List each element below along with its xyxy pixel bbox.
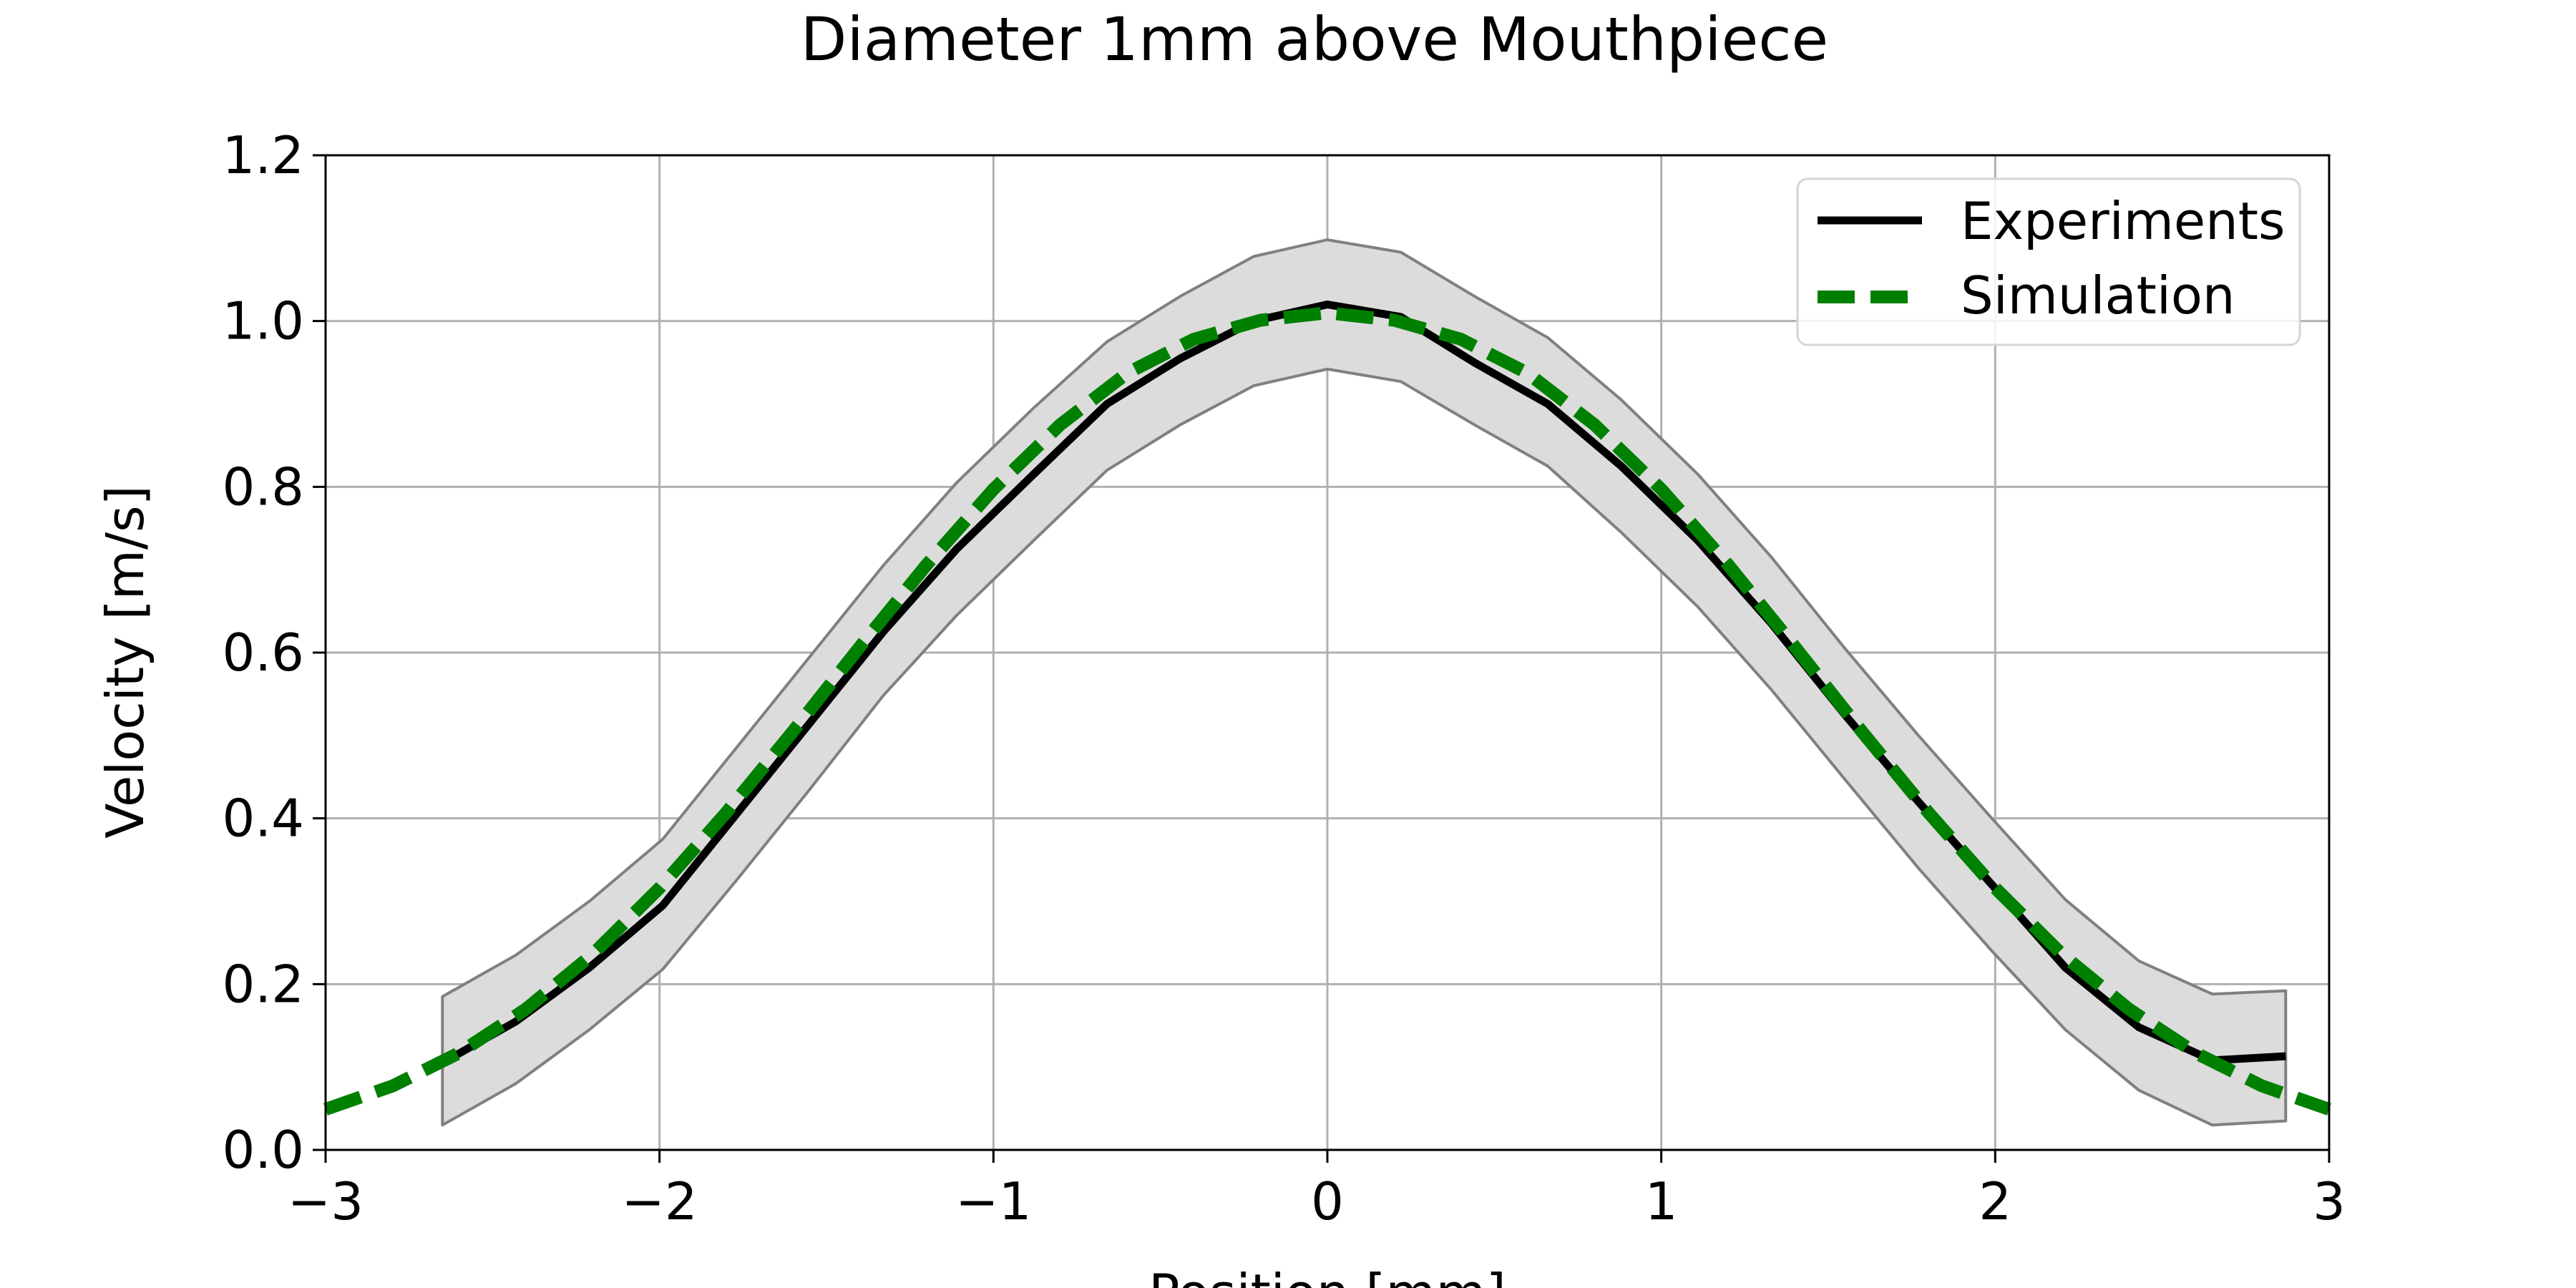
x-tick-label-3: 0 xyxy=(1311,1171,1344,1231)
legend-label-experiments: Experiments xyxy=(1961,191,2285,251)
y-tick-label-6: 1.2 xyxy=(222,125,304,185)
x-axis-label: Position [mm] xyxy=(1148,1263,1506,1288)
y-tick-label-4: 0.8 xyxy=(222,457,304,517)
x-tick-label-2: −1 xyxy=(955,1171,1031,1231)
y-tick-label-5: 1.0 xyxy=(222,291,304,351)
series-layer xyxy=(323,301,2331,1116)
x-tick-label-1: −2 xyxy=(622,1171,698,1231)
y-tick-label-2: 0.4 xyxy=(222,789,304,849)
ticks: −3 −2 −1 0 1 2 3 0.0 0.2 0.4 0.6 0.8 1.0 1.2 xyxy=(222,125,2345,1231)
uncertainty-band-area xyxy=(441,238,2288,1127)
x-tick-label-0: −3 xyxy=(288,1171,364,1231)
x-tick-label-4: 1 xyxy=(1645,1171,1678,1231)
uncertainty-band xyxy=(441,238,2288,1127)
chart-title: Diameter 1mm above Mouthpiece xyxy=(801,4,1828,74)
legend-box xyxy=(1796,177,2301,346)
x-tick-label-5: 2 xyxy=(1979,1171,2011,1231)
y-tick-label-3: 0.6 xyxy=(222,623,304,683)
y-tick-label-0: 0.0 xyxy=(222,1120,304,1180)
legend: Experiments Simulation xyxy=(1796,177,2301,346)
series-line-simulation xyxy=(323,306,2331,1116)
x-tick-label-6: 3 xyxy=(2313,1171,2346,1231)
y-tick-label-1: 0.2 xyxy=(222,954,304,1014)
legend-label-simulation: Simulation xyxy=(1961,265,2235,326)
y-axis-label: Velocity [m/s] xyxy=(95,485,155,838)
